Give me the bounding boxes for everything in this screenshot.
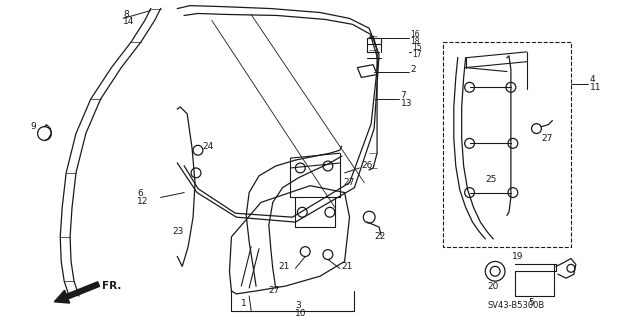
Text: 11: 11 (589, 83, 601, 92)
Text: 16: 16 (410, 30, 420, 39)
Text: 26: 26 (362, 161, 372, 170)
Text: 4: 4 (589, 75, 595, 84)
Text: 23: 23 (172, 227, 184, 236)
Text: 3: 3 (296, 301, 301, 310)
Text: 12: 12 (137, 197, 148, 206)
Text: 27: 27 (344, 178, 355, 187)
Text: 13: 13 (401, 99, 412, 108)
Text: 6: 6 (137, 189, 143, 198)
Text: 21: 21 (342, 262, 353, 271)
Text: 14: 14 (124, 17, 134, 26)
Text: 1: 1 (241, 299, 247, 308)
Text: 8: 8 (124, 10, 129, 19)
Text: 7: 7 (401, 91, 406, 100)
Text: 19: 19 (512, 252, 524, 261)
Text: 9: 9 (31, 122, 36, 131)
Text: 25: 25 (485, 175, 497, 184)
Text: 24: 24 (202, 142, 213, 151)
Text: 15: 15 (413, 43, 422, 52)
Text: 10: 10 (296, 309, 307, 318)
Text: 18: 18 (410, 37, 420, 46)
Text: FR.: FR. (102, 281, 121, 291)
Text: SV43-B5300B: SV43-B5300B (487, 301, 545, 310)
Text: 5: 5 (529, 298, 534, 307)
Text: 27: 27 (269, 286, 280, 295)
Text: 27: 27 (541, 134, 553, 143)
Text: 20: 20 (487, 282, 499, 291)
Text: 17: 17 (413, 50, 422, 59)
Text: 2: 2 (410, 65, 416, 74)
FancyArrow shape (54, 282, 100, 303)
Text: 21: 21 (278, 262, 290, 271)
Text: 22: 22 (374, 232, 385, 241)
